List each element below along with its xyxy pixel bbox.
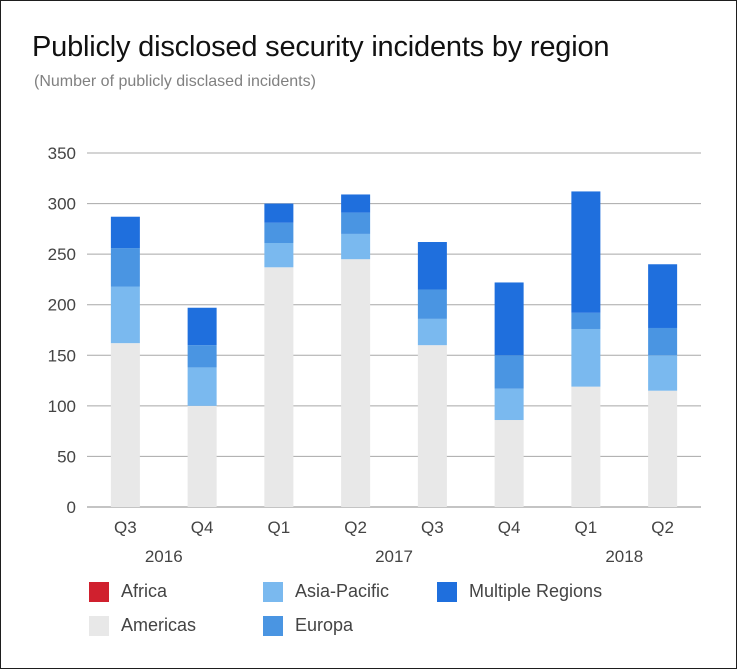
bar-asia-pacific-7 [648,355,678,391]
bar-americas-2 [264,267,294,507]
bar-multiple-regions-5 [494,282,524,356]
x-tick-label: Q1 [268,518,291,537]
legend-label: Asia-Pacific [295,581,390,601]
legend-swatch [89,581,109,602]
x-tick-label: Q3 [421,518,444,537]
bar-asia-pacific-5 [494,388,524,421]
bar-americas-4 [417,345,447,507]
x-tick-label: Q2 [344,518,367,537]
bar-europa-4 [417,289,447,319]
year-label: 2017 [375,547,413,566]
bar-asia-pacific-2 [264,243,294,268]
bar-americas-5 [494,420,524,507]
y-tick-label: 100 [48,397,76,416]
bar-americas-0 [110,343,140,507]
year-label: 2018 [605,547,643,566]
bar-asia-pacific-6 [571,328,601,387]
legend-item-americas: Americas [89,615,196,636]
stacked-bar-chart: 0 50 100 150 200 250 300 350 Q3 Q4 Q1 Q2 Q3 Q4 Q1 Q2 201… [48,144,701,566]
bar-asia-pacific-0 [110,286,140,344]
bar-multiple-regions-0 [110,216,140,249]
legend-item-asia-pacific: Asia-Pacific [263,581,389,602]
legend-item-multiple-regions: Multiple Regions [437,581,602,602]
bar-asia-pacific-4 [417,318,447,346]
bar-multiple-regions-2 [264,203,294,223]
bar-americas-1 [187,405,217,507]
bar-americas-6 [571,386,601,507]
year-label: 2016 [145,547,183,566]
bar-multiple-regions-4 [417,242,447,290]
y-tick-label: 150 [48,346,76,365]
legend-label: Europa [295,615,354,635]
bar-europa-3 [341,212,371,234]
x-tick-label: Q1 [575,518,598,537]
legend-label: Americas [121,615,197,635]
y-tick-label: 300 [48,195,76,214]
legend-item-europa: Europa [263,615,353,636]
x-tick-label: Q2 [651,518,674,537]
y-tick-label: 50 [57,447,76,466]
bar-multiple-regions-7 [648,264,678,328]
legend-swatch [89,615,109,636]
legend-swatch [263,581,283,602]
x-tick-label: Q3 [114,518,137,537]
y-tick-label: 0 [67,498,76,517]
y-tick-label: 250 [48,245,76,264]
legend-swatch [437,581,457,602]
bar-multiple-regions-6 [571,191,601,313]
bar-europa-0 [110,248,140,287]
chart-title: Publicly disclosed security incidents by… [32,31,610,63]
bar-europa-7 [648,327,678,356]
chart-subtitle: (Number of publicly disclased incidents) [34,73,316,90]
legend-swatch [263,615,283,636]
bar-americas-7 [648,390,678,507]
bar-asia-pacific-3 [341,233,371,260]
y-tick-label: 350 [48,144,76,163]
bar-multiple-regions-3 [341,194,371,213]
legend-label: Multiple Regions [469,581,603,601]
bar-multiple-regions-1 [187,307,217,346]
legend-label: Africa [121,581,168,601]
bar-asia-pacific-1 [187,367,217,406]
x-tick-label: Q4 [498,518,521,537]
x-tick-label: Q4 [191,518,214,537]
bar-europa-6 [571,312,601,329]
bar-europa-2 [264,222,294,244]
bar-americas-3 [341,259,371,507]
legend-item-africa: Africa [89,581,167,602]
y-tick-label: 200 [48,296,76,315]
bar-europa-5 [494,355,524,389]
bar-europa-1 [187,345,217,368]
